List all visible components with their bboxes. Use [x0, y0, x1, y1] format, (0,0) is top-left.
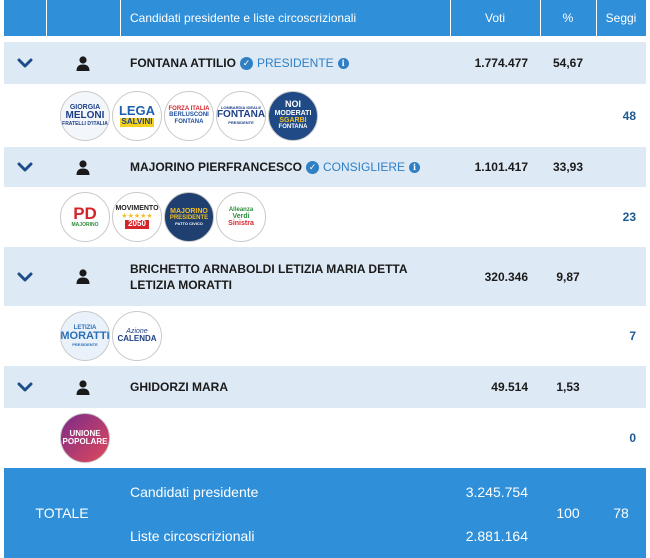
candidate-voti: 320.346	[484, 269, 528, 284]
candidate-name-cell: FONTANA ATTILIO ✓ PRESIDENTE i	[120, 42, 450, 84]
alleanza-verdi-sinistra-logo[interactable]: Alleanza Verdi Sinistra	[216, 192, 266, 242]
unione-popolare-logo[interactable]: UNIONE POPOLARE	[60, 413, 110, 463]
lists-seggi: 23	[622, 210, 636, 224]
candidate-name: BRICHETTO ARNABOLDI LETIZIA MARIA DETTA …	[130, 261, 408, 292]
list-logos: PD MAJORINO MOVIMENTO ★★★★★ 2050 MAJORINO PR…	[60, 187, 266, 247]
total-lists-label: Liste circoscrizionali	[130, 528, 255, 544]
total-candidates-value: 3.245.754	[465, 484, 528, 500]
total-pct: 100	[556, 505, 580, 521]
stars-icon: ★★★★★	[121, 212, 153, 220]
person-icon	[46, 42, 120, 84]
movimento-5-stelle-logo[interactable]: MOVIMENTO ★★★★★ 2050	[112, 192, 162, 242]
lists-row: PD MAJORINO MOVIMENTO ★★★★★ 2050 MAJORINO PR…	[4, 187, 646, 247]
candidate-seggi	[596, 147, 646, 187]
candidate-pct: 33,93	[552, 160, 584, 174]
lists-row: UNIONE POPOLARE 0	[4, 408, 646, 468]
lists-seggi: 48	[622, 108, 636, 123]
verified-check-icon: ✓	[239, 56, 253, 70]
list-logos: UNIONE POPOLARE	[60, 408, 110, 468]
azione-calenda-logo[interactable]: Azione CALENDA	[112, 311, 162, 361]
candidate-name: GHIDORZI MARA	[130, 380, 228, 394]
lists-row: LETIZIA MORATTI PRESIDENTE Azione CALENDA 7	[4, 306, 646, 366]
chevron-down-icon[interactable]	[4, 42, 46, 84]
verified-check-icon: ✓	[306, 160, 320, 174]
candidate-row[interactable]: BRICHETTO ARNABOLDI LETIZIA MARIA DETTA …	[4, 247, 646, 306]
candidate-seggi	[596, 366, 646, 408]
candidate-name-cell: BRICHETTO ARNABOLDI LETIZIA MARIA DETTA …	[120, 247, 450, 306]
candidate-seggi	[596, 247, 646, 306]
candidate-voti: 1.101.417	[474, 160, 528, 174]
header-seggi: Seggi	[605, 11, 637, 25]
lombardia-ideale-logo[interactable]: LOMBARDIA IDEALE FONTANA PRESIDENTE	[216, 90, 266, 141]
role-badge: ✓ CONSIGLIERE i	[306, 160, 421, 174]
person-icon	[46, 147, 120, 187]
fratelli-d-italia-logo[interactable]: GIORGIA MELONI FRATELLI D'ITALIA	[60, 90, 110, 141]
candidate-pct: 54,67	[552, 56, 584, 70]
total-row: TOTALE Candidati presidente 3.245.754 Li…	[4, 468, 646, 558]
list-logos: LETIZIA MORATTI PRESIDENTE Azione CALENDA	[60, 306, 162, 366]
results-table: Candidati presidente e liste circoscrizi…	[4, 0, 646, 558]
chevron-down-icon[interactable]	[4, 366, 46, 408]
header-spacer	[46, 0, 120, 36]
info-icon[interactable]: i	[409, 161, 421, 173]
candidate-row[interactable]: GHIDORZI MARA 49.514 1,53	[4, 366, 646, 408]
role-label: CONSIGLIERE	[323, 160, 406, 174]
candidate-row[interactable]: MAJORINO PIERFRANCESCO ✓ CONSIGLIERE i 1…	[4, 147, 646, 187]
header-pct: %	[562, 11, 574, 25]
candidate-seggi	[596, 42, 646, 84]
person-icon	[46, 366, 120, 408]
candidate-row[interactable]: FONTANA ATTILIO ✓ PRESIDENTE i 1.774.477…	[4, 42, 646, 84]
candidate-voti: 1.774.477	[474, 56, 528, 70]
role-badge: ✓ PRESIDENTE i	[239, 56, 349, 70]
majorino-presidente-logo[interactable]: MAJORINO PRESIDENTE PATTO CIVICO	[164, 192, 214, 242]
total-label: TOTALE	[35, 505, 89, 521]
lists-seggi: 0	[629, 431, 636, 445]
total-candidates-label: Candidati presidente	[130, 484, 259, 500]
forza-italia-logo[interactable]: FORZA ITALIA BERLUSCONI FONTANA	[164, 90, 214, 141]
chevron-down-icon[interactable]	[4, 247, 46, 306]
header-voti: Voti	[484, 11, 505, 25]
role-label: PRESIDENTE	[256, 56, 334, 70]
total-lists-value: 2.881.164	[465, 528, 528, 544]
header-spacer	[4, 0, 46, 36]
lists-seggi: 7	[629, 329, 636, 343]
candidate-name: FONTANA ATTILIO	[130, 56, 236, 70]
letizia-moratti-logo[interactable]: LETIZIA MORATTI PRESIDENTE	[60, 311, 110, 361]
total-seggi: 78	[613, 505, 629, 521]
candidate-name: MAJORINO PIERFRANCESCO	[130, 160, 303, 174]
candidate-name-cell: GHIDORZI MARA	[120, 366, 450, 408]
candidate-voti: 49.514	[491, 380, 528, 394]
lists-row: GIORGIA MELONI FRATELLI D'ITALIA LEGA SALVI…	[4, 84, 646, 147]
candidate-pct: 1,53	[556, 380, 580, 394]
noi-moderati-logo[interactable]: NOI MODERATI SGARBI FONTANA	[268, 90, 318, 141]
chevron-down-icon[interactable]	[4, 147, 46, 187]
candidate-pct: 9,87	[556, 269, 580, 284]
header-candidates: Candidati presidente e liste circoscrizi…	[130, 11, 357, 25]
person-icon	[46, 247, 120, 306]
info-icon[interactable]: i	[337, 57, 349, 69]
table-header: Candidati presidente e liste circoscrizi…	[4, 0, 646, 36]
lega-logo[interactable]: LEGA SALVINI	[112, 90, 162, 141]
pd-logo[interactable]: PD MAJORINO	[60, 192, 110, 242]
candidate-name-cell: MAJORINO PIERFRANCESCO ✓ CONSIGLIERE i	[120, 147, 450, 187]
list-logos: GIORGIA MELONI FRATELLI D'ITALIA LEGA SALVI…	[60, 84, 318, 147]
